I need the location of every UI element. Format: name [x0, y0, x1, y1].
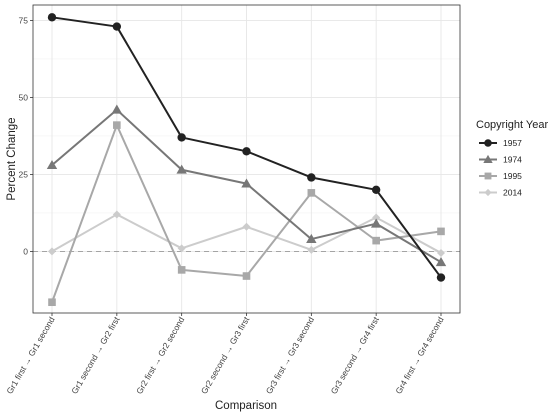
data-point-1957 [177, 133, 186, 142]
y-tick-label: 0 [23, 246, 28, 256]
legend-key-marker [484, 139, 492, 147]
legend-label: 2014 [503, 188, 522, 198]
data-point-2014 [242, 222, 251, 231]
data-point-2014 [307, 245, 316, 254]
data-point-1995 [372, 236, 380, 245]
data-point-1995 [48, 298, 56, 307]
series-markers [46, 13, 447, 307]
data-point-1995 [437, 227, 445, 236]
data-point-1957 [436, 273, 446, 282]
data-point-1974 [176, 164, 187, 174]
data-point-1974 [370, 218, 382, 228]
data-point-2014 [177, 244, 186, 253]
y-axis-ticks: 0 25 50 75 [19, 15, 33, 256]
data-point-1957 [307, 173, 316, 182]
legend-key-marker [484, 188, 492, 197]
x-axis-title: Comparison [215, 400, 277, 412]
data-point-1995 [242, 272, 251, 280]
x-tick-label: Gr4 first → Gr4 second [393, 315, 445, 396]
legend-label: 1974 [503, 155, 522, 165]
data-point-1957 [242, 147, 251, 156]
legend-key-marker [483, 154, 493, 164]
data-point-1974 [111, 104, 123, 114]
legend-items: 1957 1974 1995 2014 [479, 138, 522, 198]
gridlines [33, 5, 460, 313]
legend: Copyright Year 1957 1974 1995 2014 [476, 119, 548, 198]
legend-title: Copyright Year [476, 119, 548, 131]
x-tick-label: Gr1 first → Gr1 second [4, 315, 56, 396]
x-axis-ticks: Gr1 first → Gr1 second Gr1 second → Gr2 f… [4, 313, 446, 396]
data-point-1957 [112, 22, 122, 31]
legend-label: 1995 [503, 171, 522, 181]
data-point-1995 [307, 189, 316, 197]
x-tick-label: Gr2 second → Gr3 first [199, 314, 252, 395]
legend-label: 1957 [503, 138, 522, 148]
data-point-1995 [113, 121, 121, 129]
data-point-1974 [435, 256, 447, 267]
data-point-1957 [47, 13, 57, 22]
data-point-2014 [112, 210, 121, 219]
x-tick-label: Gr1 second → Gr2 first [69, 314, 122, 395]
x-tick-label: Gr2 first → Gr2 second [134, 315, 186, 396]
y-tick-label: 25 [19, 169, 29, 179]
legend-key-marker [484, 172, 492, 180]
x-tick-label: Gr3 second → Gr4 first [329, 314, 382, 395]
data-point-2014 [437, 248, 445, 257]
data-point-1974 [241, 178, 252, 188]
data-point-1995 [177, 266, 186, 274]
data-point-1974 [46, 159, 58, 170]
y-tick-label: 50 [19, 92, 29, 102]
x-tick-label: Gr3 first → Gr3 second [264, 315, 316, 396]
data-point-2014 [372, 213, 381, 222]
data-point-2014 [48, 247, 56, 256]
y-axis-title: Percent Change [6, 117, 18, 200]
data-point-1974 [306, 233, 317, 243]
y-tick-label: 75 [19, 15, 29, 25]
data-point-1957 [371, 185, 381, 194]
